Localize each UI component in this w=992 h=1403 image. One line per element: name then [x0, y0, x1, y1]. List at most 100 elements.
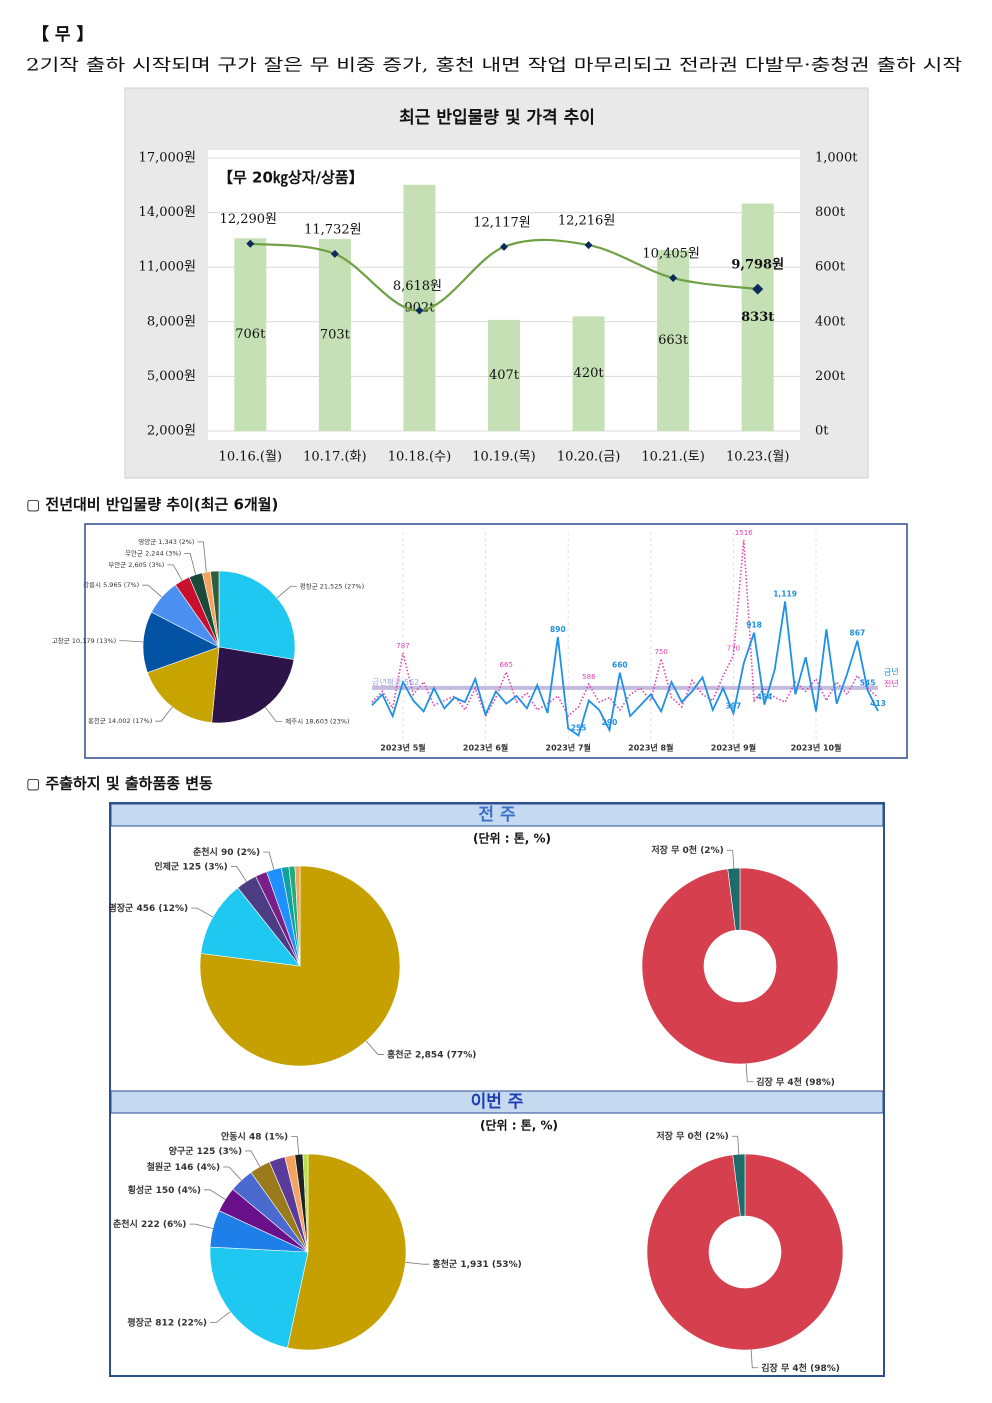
slice-value: 48 (1%)	[249, 1132, 288, 1142]
data-label: 770	[727, 645, 740, 653]
page-header: 【 무 】	[32, 24, 93, 45]
unit-label: (단위 : 톤, %)	[480, 1118, 558, 1133]
data-label: 9,798원	[731, 258, 784, 273]
data-label: 586	[582, 673, 596, 681]
donut-slice	[646, 1153, 844, 1351]
slice-value: (2%)	[700, 846, 724, 856]
slice-name: 안동시	[221, 1131, 246, 1142]
slice-label: 영양군 1,343 (2%)	[138, 537, 194, 546]
slice-name: 평장군	[127, 1316, 153, 1328]
legend-label: 금년	[884, 667, 899, 677]
leader-line	[245, 1150, 261, 1167]
average-name: 금년평균	[372, 676, 401, 686]
data-label: 867	[850, 629, 866, 638]
slice-name: 저장 무 0천	[656, 1130, 702, 1142]
slice-name: 평장군	[108, 902, 134, 914]
legend-label: 전년	[884, 679, 899, 689]
pie-slice	[147, 646, 220, 723]
leader-line	[291, 1136, 300, 1155]
slice-value: 2,854 (77%)	[415, 1050, 476, 1060]
slice-value: (98%)	[805, 1077, 835, 1087]
slice-label: 저장 무 0천 (2%)	[656, 1130, 728, 1142]
summary: 2기작 출하 시작되며 구가 잘은 무 비중 증가, 홍천 내면 작업 마무리되…	[26, 56, 962, 75]
leader-line	[264, 707, 283, 722]
data-label: 918	[746, 621, 762, 630]
bar	[318, 239, 351, 431]
slice-name: 영양군	[138, 537, 156, 546]
price-marker	[669, 274, 678, 283]
slice-value: 2,605 (3%)	[128, 561, 164, 569]
donut-slice	[727, 867, 741, 931]
y2-tick-label: 200t	[815, 369, 846, 384]
x-tick-label: 2023년 5월	[380, 743, 425, 753]
panel-band	[110, 803, 884, 827]
y2-tick-label: 0t	[815, 424, 829, 439]
x-tick-label: 10.16.(월)	[219, 450, 282, 465]
slice-label: 고창군 10,179 (13%)	[52, 637, 116, 645]
slice-label: 철원군 146 (4%)	[147, 1160, 220, 1172]
leader-line	[230, 865, 247, 882]
data-label: 290	[602, 718, 618, 727]
leader-line	[276, 585, 297, 599]
data-label: 545	[860, 679, 876, 688]
leader-line	[210, 1311, 231, 1324]
bar	[234, 238, 267, 431]
price-marker	[415, 306, 424, 315]
slice-name: 김장 무 4천	[756, 1075, 802, 1087]
bar	[572, 316, 605, 431]
data-label: 8,618원	[393, 279, 442, 294]
data-label: 787	[396, 642, 409, 650]
slice-value: 146 (4%)	[175, 1162, 220, 1172]
section-heading: ▢ 전년대비 반입물량 추이(최근 6개월)	[26, 496, 278, 514]
series-line	[371, 601, 879, 737]
slice-label: 춘천시 90 (2%)	[193, 846, 260, 858]
leader-line	[119, 640, 144, 643]
data-label: 663t	[658, 333, 689, 348]
leader-line	[142, 584, 163, 598]
data-label: 1516	[735, 529, 753, 537]
slice-value: (98%)	[810, 1363, 840, 1373]
price-marker	[752, 283, 764, 295]
y-tick-label: 17,000원	[139, 151, 196, 166]
leader-line	[184, 552, 197, 575]
average-value: 562	[404, 677, 419, 686]
x-tick-label: 10.23.(월)	[726, 450, 789, 465]
unit-label: (단위 : 톤, %)	[473, 831, 551, 846]
data-label: 413	[870, 699, 886, 708]
data-label: 397	[726, 701, 742, 710]
slice-value: 125 (3%)	[182, 862, 227, 872]
y2-tick-label: 400t	[815, 314, 846, 329]
slice-name: 인제군	[154, 860, 180, 872]
data-label: 12,290원	[220, 212, 277, 227]
slice-label: 안동시 48 (1%)	[221, 1131, 288, 1142]
data-label: 890	[550, 625, 566, 634]
pie-slice	[302, 1153, 309, 1253]
leader-line	[204, 1189, 226, 1200]
slice-label: 김장 무 4천 (98%)	[756, 1075, 835, 1087]
pie-slice	[294, 865, 301, 967]
data-label: 454	[757, 693, 773, 702]
data-label: 665	[500, 661, 513, 669]
y-tick-label: 11,000원	[139, 260, 196, 275]
slice-value: 1,343 (2%)	[158, 538, 194, 546]
pie-slice	[218, 570, 296, 660]
pie-slice	[209, 1246, 309, 1349]
leader-line	[223, 1166, 242, 1181]
y-tick-label: 14,000원	[139, 205, 196, 220]
y-tick-label: 2,000원	[147, 424, 196, 439]
slice-name: 홍천군	[432, 1258, 458, 1270]
y2-tick-label: 1,000t	[815, 151, 858, 166]
slice-label: 평장군 456 (12%)	[108, 902, 188, 914]
slice-label: 춘천시 222 (6%)	[113, 1218, 186, 1230]
slice-name: 무안군	[125, 548, 143, 557]
price-marker	[246, 239, 255, 248]
slice-label: 강릉시 5,965 (7%)	[83, 580, 139, 589]
slice-name: 강릉시	[83, 580, 101, 589]
slice-value: 21,525 (27%)	[320, 582, 364, 590]
slice-name: 철원군	[147, 1160, 173, 1172]
pie-slice	[142, 611, 220, 674]
slice-name: 평창군	[300, 581, 318, 590]
leader-line	[197, 541, 207, 573]
bar	[741, 203, 774, 431]
